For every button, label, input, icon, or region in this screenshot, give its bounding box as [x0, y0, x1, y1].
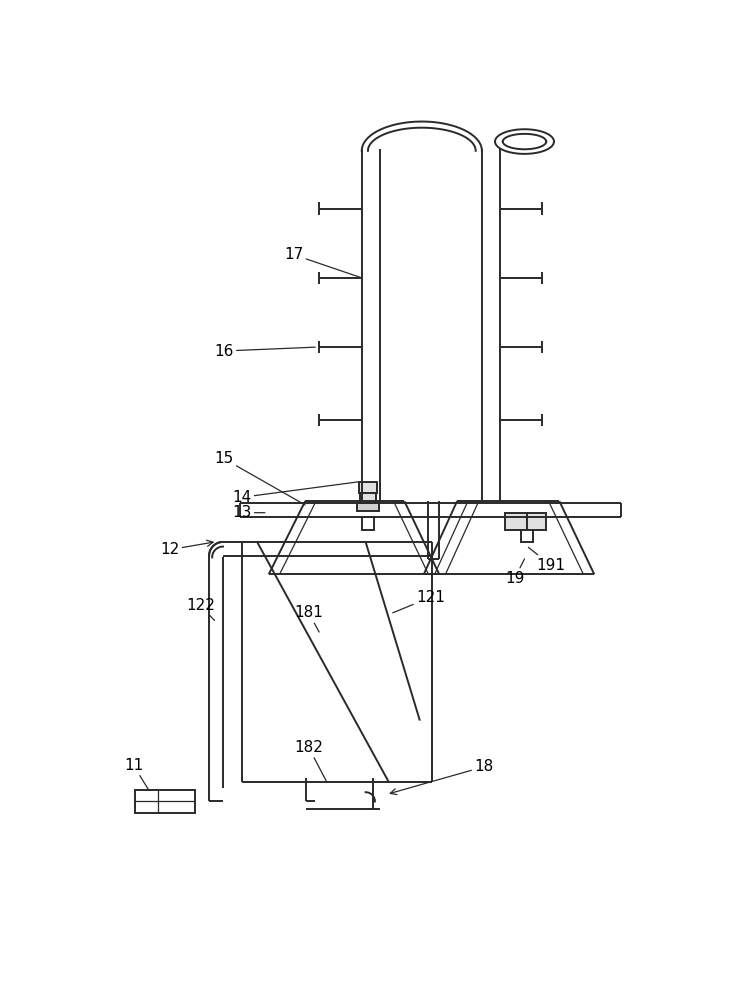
Bar: [521, 530, 533, 542]
Bar: [359, 482, 378, 493]
Bar: [527, 513, 546, 530]
Text: 16: 16: [214, 344, 316, 359]
Text: 13: 13: [233, 505, 265, 520]
Text: 11: 11: [124, 758, 149, 790]
Bar: [357, 503, 379, 511]
Text: 12: 12: [160, 540, 213, 557]
Text: 191: 191: [528, 547, 565, 573]
Text: 14: 14: [233, 482, 358, 505]
Bar: [505, 513, 527, 530]
Text: 19: 19: [505, 559, 525, 586]
Text: 182: 182: [294, 740, 327, 782]
Text: 122: 122: [186, 598, 214, 620]
Bar: [360, 493, 376, 503]
Text: 15: 15: [214, 451, 305, 505]
Bar: [362, 517, 374, 530]
Text: 17: 17: [284, 247, 362, 278]
Text: 181: 181: [294, 605, 323, 632]
Text: 121: 121: [393, 590, 445, 613]
Bar: [134, 790, 195, 813]
Text: 18: 18: [390, 759, 493, 795]
